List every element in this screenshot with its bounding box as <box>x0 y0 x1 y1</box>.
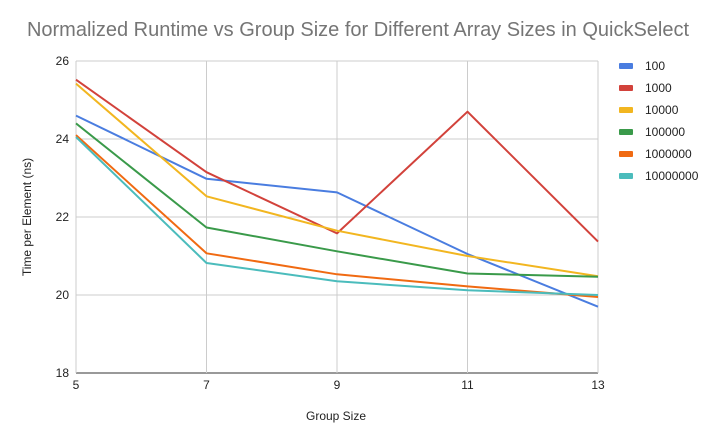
legend: 100 1000 10000 100000 1000000 10000000 <box>619 59 699 183</box>
legend-label-1000: 1000 <box>645 81 672 95</box>
series-line-10000000 <box>75 136 599 296</box>
legend-label-10000000: 10000000 <box>645 169 699 183</box>
legend-swatch-10000 <box>619 107 633 113</box>
series-line-10000 <box>75 82 599 278</box>
y-axis-ticks: 18 20 22 24 26 <box>56 54 70 380</box>
chart-title: Normalized Runtime vs Group Size for Dif… <box>27 19 690 41</box>
legend-swatch-100000 <box>619 129 633 135</box>
legend-swatch-1000 <box>619 85 633 91</box>
gridlines <box>75 60 599 374</box>
x-tick-label: 7 <box>203 378 210 392</box>
x-axis-ticks: 5 7 9 11 13 <box>73 378 605 392</box>
y-tick-label: 20 <box>56 288 70 302</box>
y-tick-label: 18 <box>56 366 70 380</box>
y-tick-label: 26 <box>56 54 70 68</box>
legend-label-10000: 10000 <box>645 103 679 117</box>
legend-label-1000000: 1000000 <box>645 147 692 161</box>
series-line-1000 <box>75 78 599 243</box>
x-axis-title: Group Size <box>306 409 366 423</box>
legend-swatch-100 <box>619 63 633 69</box>
legend-label-100000: 100000 <box>645 125 685 139</box>
x-tick-label: 5 <box>73 378 80 392</box>
y-tick-label: 24 <box>56 132 70 146</box>
x-tick-label: 11 <box>461 378 474 392</box>
legend-swatch-10000000 <box>619 173 633 179</box>
y-tick-label: 22 <box>56 210 70 224</box>
x-tick-label: 9 <box>334 378 341 392</box>
series-line-1000000 <box>75 134 599 298</box>
y-axis-title: Time per Element (ns) <box>20 158 34 276</box>
series-line-100000 <box>75 122 599 278</box>
legend-swatch-1000000 <box>619 151 633 157</box>
legend-label-100: 100 <box>645 59 665 73</box>
series-lines <box>75 78 599 308</box>
x-tick-label: 13 <box>591 378 605 392</box>
